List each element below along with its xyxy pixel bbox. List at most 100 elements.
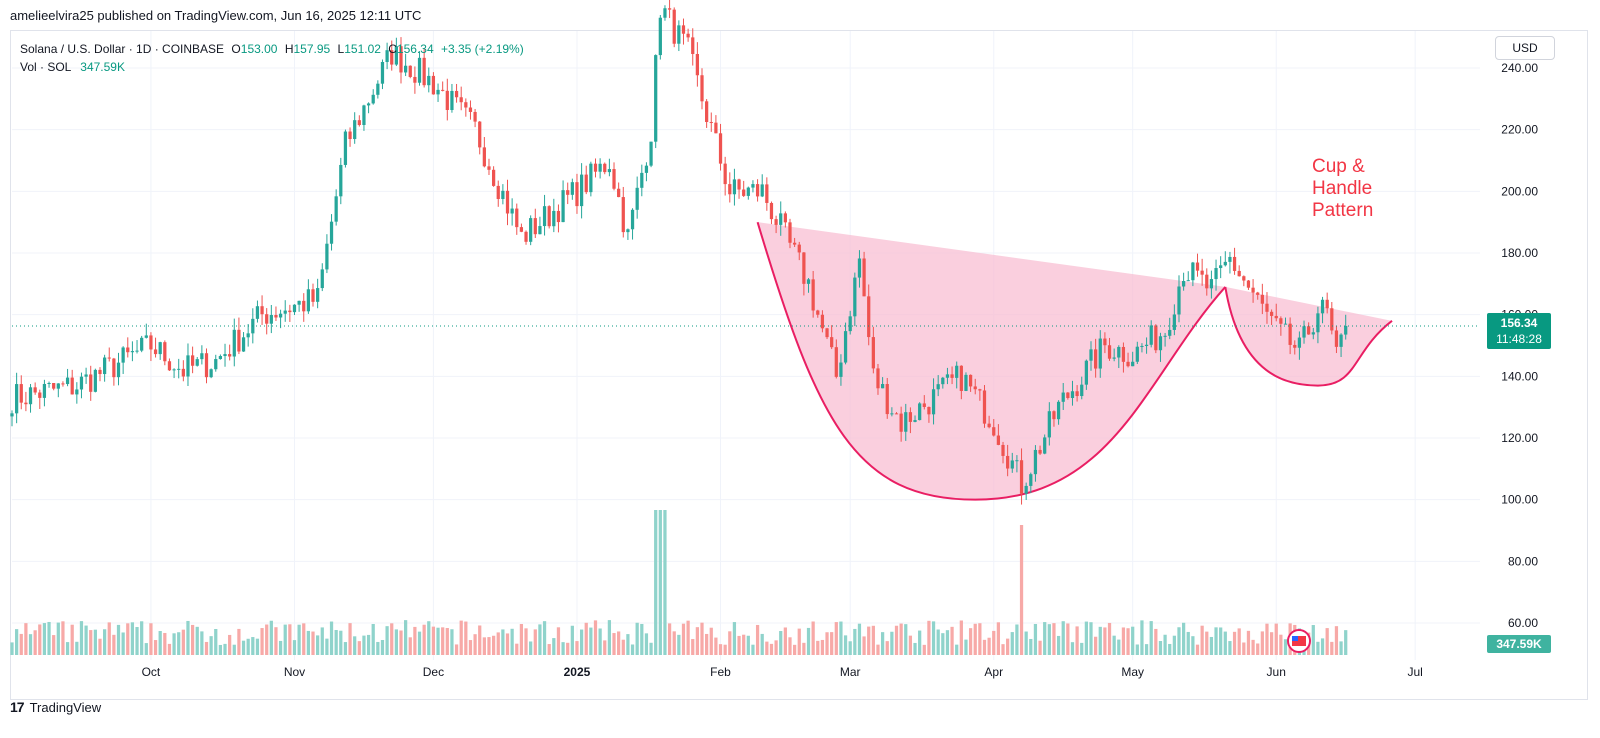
volume-bar [672, 631, 676, 655]
candle [1047, 402, 1051, 446]
candle [760, 174, 764, 198]
candle-body [385, 50, 389, 62]
y-axis[interactable]: 240.00220.00200.00180.00160.00140.00120.… [1501, 61, 1538, 630]
candle-body [695, 53, 699, 76]
volume-bar [1219, 627, 1223, 655]
candle [1209, 270, 1214, 299]
volume-bar [1144, 644, 1149, 655]
candle [1325, 292, 1329, 314]
candle [394, 37, 398, 67]
volume-bar [316, 635, 320, 655]
candle-body [579, 174, 584, 207]
volume-bar [1047, 624, 1051, 655]
candle-body [700, 75, 704, 102]
candle-body [1038, 449, 1042, 454]
volume-badge[interactable]: 347.59K [1487, 635, 1551, 653]
volume-label[interactable]: Vol · SOL [20, 60, 71, 74]
volume-bar [1191, 636, 1195, 655]
volume-bar [445, 628, 449, 655]
candle [149, 332, 153, 362]
candle-body [978, 389, 982, 391]
volume-bar [1121, 627, 1126, 655]
candle-body [130, 351, 135, 353]
candle [218, 354, 223, 360]
candle-body [1172, 314, 1176, 330]
candle [658, 14, 662, 60]
candle [834, 339, 838, 379]
candle-body [1293, 344, 1297, 348]
candle-body [899, 413, 903, 432]
candle-body [107, 357, 111, 359]
candle [223, 343, 227, 367]
candle [1302, 320, 1306, 344]
candle [487, 158, 491, 176]
candle-body [195, 359, 199, 366]
candle-body [158, 342, 162, 355]
volume-bar [237, 628, 241, 655]
candle [529, 215, 533, 246]
volume-bar [459, 620, 463, 655]
candle [746, 186, 750, 200]
candle-body [505, 190, 510, 214]
candle [329, 214, 334, 251]
candle [1126, 352, 1130, 368]
candle-body [663, 8, 667, 18]
tradingview-logo-icon[interactable]: 17 [10, 699, 25, 715]
x-axis[interactable]: Oct Nov Dec 2025 Feb Mar Apr May Jun Jul [142, 665, 1423, 679]
candle [278, 309, 283, 329]
volume-bar [561, 642, 565, 655]
volume-bar [283, 624, 287, 655]
candle-body [839, 362, 843, 377]
candle-body [806, 279, 811, 284]
candle [1070, 380, 1075, 406]
candle-body [371, 94, 375, 104]
symbol-label[interactable]: Solana / U.S. Dollar · 1D · COINBASE [20, 42, 225, 56]
candle [1200, 258, 1204, 286]
price-badge[interactable]: 156.34 11:48:28 [1487, 313, 1551, 349]
candle [61, 381, 65, 387]
candle-body [1269, 311, 1274, 316]
flag-icon[interactable] [1287, 629, 1311, 653]
candle-body [760, 184, 764, 197]
candle [806, 278, 811, 293]
candle-body [24, 402, 28, 405]
candle-body [501, 190, 505, 199]
candle [417, 51, 422, 86]
candle-body [635, 187, 639, 210]
candle [1052, 410, 1056, 427]
candle-body [964, 374, 968, 391]
candle-body [654, 55, 658, 142]
volume-bar [297, 624, 301, 655]
candle-body [56, 383, 60, 389]
volume-bar [677, 634, 681, 655]
volume-bar [700, 622, 704, 655]
volume-bar [899, 623, 903, 655]
candle-body [709, 122, 713, 124]
candle-body [126, 347, 130, 353]
candle-body [283, 310, 287, 314]
annotation-text[interactable]: Cup & Handle Pattern [1312, 156, 1373, 221]
candle [1330, 302, 1334, 335]
currency-button[interactable]: USD [1495, 36, 1555, 60]
x-tick-label: Jul [1407, 665, 1422, 679]
candle [380, 59, 385, 90]
candle [728, 172, 732, 203]
volume-bar [61, 621, 65, 655]
candle [996, 424, 1001, 446]
candle [769, 201, 774, 225]
candle-body [473, 111, 477, 122]
candle-body [732, 179, 737, 195]
volume-bar [1029, 638, 1033, 655]
candle [644, 162, 649, 182]
volume-bar [584, 622, 588, 655]
candle [1094, 338, 1098, 378]
candle [1131, 351, 1135, 367]
candle-body [38, 392, 42, 398]
volume-bar [241, 640, 246, 655]
volume-bar [1195, 644, 1200, 655]
candle-body [427, 75, 431, 86]
candle [116, 352, 121, 386]
volume-bar [1274, 623, 1278, 655]
candle-body [867, 296, 871, 338]
